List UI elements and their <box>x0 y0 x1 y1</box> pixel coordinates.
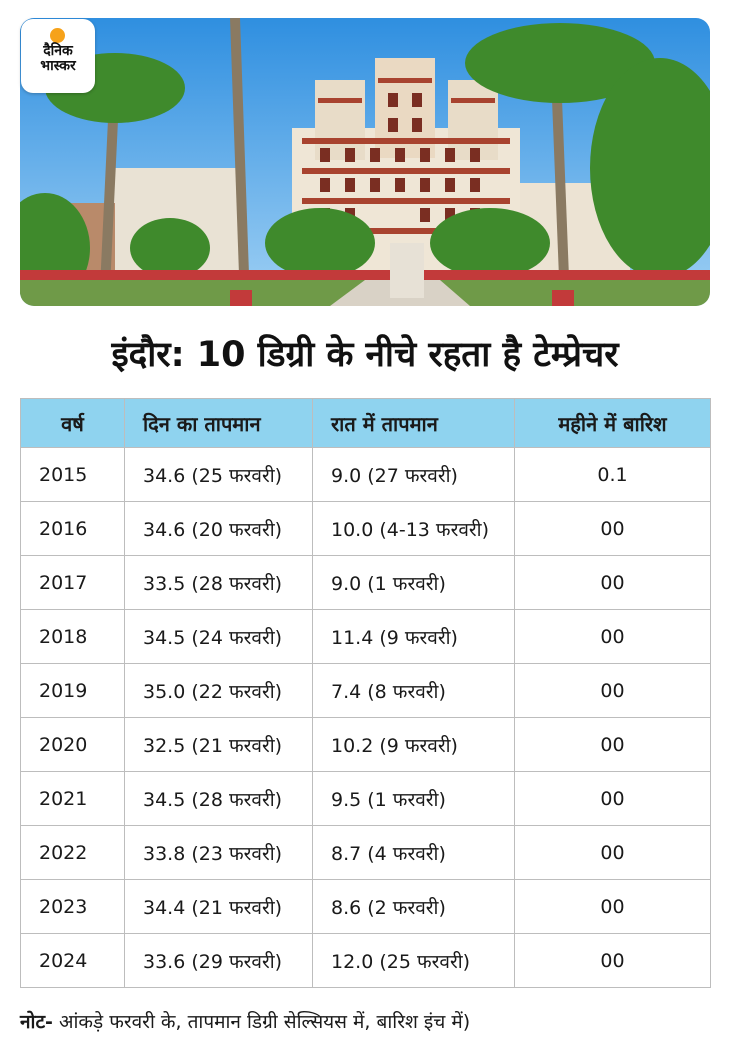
logo-line-1: दैनिक <box>43 43 73 59</box>
cell-night-temp: 10.2 (9 फरवरी) <box>312 717 515 772</box>
cell-night-temp: 7.4 (8 फरवरी) <box>312 663 515 718</box>
table-row: 2023 34.4 (21 फरवरी) 8.6 (2 फरवरी) 00 <box>20 879 711 934</box>
header-year: वर्ष <box>20 398 125 448</box>
cell-year: 2017 <box>20 555 125 610</box>
cell-rain: 00 <box>514 825 711 880</box>
table-row: 2018 34.5 (24 फरवरी) 11.4 (9 फरवरी) 00 <box>20 609 711 664</box>
cell-year: 2024 <box>20 933 125 988</box>
cell-rain: 00 <box>514 717 711 772</box>
footnote: नोट- आंकड़े फरवरी के, तापमान डिग्री सेल्… <box>20 1008 470 1036</box>
note-text: आंकड़े फरवरी के, तापमान डिग्री सेल्सियस … <box>52 1011 471 1033</box>
cell-year: 2022 <box>20 825 125 880</box>
table-row: 2024 33.6 (29 फरवरी) 12.0 (25 फरवरी) 00 <box>20 933 711 988</box>
temperature-table: वर्ष दिन का तापमान रात में तापमान महीने … <box>20 398 711 988</box>
logo-line-2: भास्कर <box>40 58 76 74</box>
cell-rain: 0.1 <box>514 447 711 502</box>
header-rain: महीने में बारिश <box>514 398 711 448</box>
cell-night-temp: 9.5 (1 फरवरी) <box>312 771 515 826</box>
cell-day-temp: 34.5 (24 फरवरी) <box>124 609 313 664</box>
cell-day-temp: 32.5 (21 फरवरी) <box>124 717 313 772</box>
cell-year: 2016 <box>20 501 125 556</box>
cell-day-temp: 34.4 (21 फरवरी) <box>124 879 313 934</box>
cell-rain: 00 <box>514 663 711 718</box>
cell-night-temp: 8.7 (4 फरवरी) <box>312 825 515 880</box>
cell-night-temp: 9.0 (27 फरवरी) <box>312 447 515 502</box>
table-row: 2022 33.8 (23 फरवरी) 8.7 (4 फरवरी) 00 <box>20 825 711 880</box>
table-row: 2020 32.5 (21 फरवरी) 10.2 (9 फरवरी) 00 <box>20 717 711 772</box>
palace-illustration <box>20 18 710 306</box>
cell-day-temp: 33.6 (29 फरवरी) <box>124 933 313 988</box>
cell-rain: 00 <box>514 555 711 610</box>
cell-day-temp: 34.6 (25 फरवरी) <box>124 447 313 502</box>
cell-day-temp: 35.0 (22 फरवरी) <box>124 663 313 718</box>
dainik-bhaskar-logo[interactable]: दैनिक भास्कर <box>21 19 95 93</box>
cell-day-temp: 33.5 (28 फरवरी) <box>124 555 313 610</box>
table-header-row: वर्ष दिन का तापमान रात में तापमान महीने … <box>20 398 711 448</box>
table-row: 2017 33.5 (28 फरवरी) 9.0 (1 फरवरी) 00 <box>20 555 711 610</box>
cell-year: 2019 <box>20 663 125 718</box>
cell-night-temp: 11.4 (9 फरवरी) <box>312 609 515 664</box>
page-title: इंदौर: 10 डिग्री के नीचे रहता है टेम्प्र… <box>111 335 619 375</box>
cell-rain: 00 <box>514 609 711 664</box>
cell-year: 2015 <box>20 447 125 502</box>
cell-rain: 00 <box>514 933 711 988</box>
cell-night-temp: 10.0 (4-13 फरवरी) <box>312 501 515 556</box>
note-label: नोट- <box>20 1011 53 1033</box>
cell-night-temp: 8.6 (2 फरवरी) <box>312 879 515 934</box>
cell-night-temp: 9.0 (1 फरवरी) <box>312 555 515 610</box>
cell-year: 2023 <box>20 879 125 934</box>
cell-rain: 00 <box>514 879 711 934</box>
table-row: 2021 34.5 (28 फरवरी) 9.5 (1 फरवरी) 00 <box>20 771 711 826</box>
cell-year: 2021 <box>20 771 125 826</box>
cell-year: 2020 <box>20 717 125 772</box>
cell-day-temp: 33.8 (23 फरवरी) <box>124 825 313 880</box>
table-row: 2016 34.6 (20 फरवरी) 10.0 (4-13 फरवरी) 0… <box>20 501 711 556</box>
cell-rain: 00 <box>514 501 711 556</box>
cell-night-temp: 12.0 (25 फरवरी) <box>312 933 515 988</box>
cell-rain: 00 <box>514 771 711 826</box>
header-day-temp: दिन का तापमान <box>124 398 313 448</box>
cell-year: 2018 <box>20 609 125 664</box>
table-row: 2019 35.0 (22 फरवरी) 7.4 (8 फरवरी) 00 <box>20 663 711 718</box>
header-night-temp: रात में तापमान <box>312 398 515 448</box>
sun-icon <box>50 28 65 43</box>
table-row: 2015 34.6 (25 फरवरी) 9.0 (27 फरवरी) 0.1 <box>20 447 711 502</box>
hero-photo <box>20 18 710 306</box>
cell-day-temp: 34.5 (28 फरवरी) <box>124 771 313 826</box>
cell-day-temp: 34.6 (20 फरवरी) <box>124 501 313 556</box>
